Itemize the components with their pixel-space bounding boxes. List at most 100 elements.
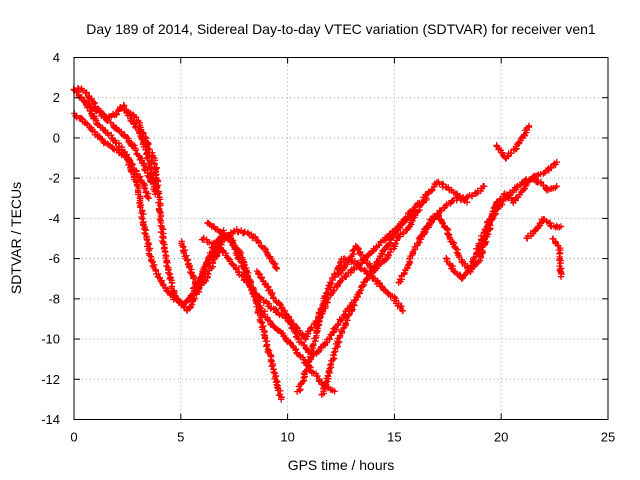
- data-point: [480, 183, 488, 190]
- data-point: [238, 273, 245, 280]
- series-track-19: [549, 235, 565, 280]
- data-point: [299, 331, 306, 338]
- data-point: [535, 223, 542, 230]
- data-point: [257, 295, 264, 302]
- data-point: [141, 229, 148, 237]
- data-point: [78, 115, 86, 122]
- data-point: [264, 348, 272, 356]
- data-point: [365, 250, 373, 258]
- data-point: [273, 265, 281, 272]
- series-track-17: [493, 122, 533, 162]
- y-tick-label: 2: [53, 90, 60, 105]
- data-point: [301, 371, 308, 378]
- data-point: [144, 236, 151, 244]
- series-track-6: [178, 226, 281, 296]
- data-point: [421, 194, 428, 201]
- data-point: [164, 259, 171, 267]
- data-point: [393, 227, 400, 235]
- data-point: [293, 388, 301, 395]
- data-point: [438, 180, 446, 187]
- data-point: [256, 294, 263, 301]
- data-point: [156, 202, 164, 209]
- x-tick-label: 10: [280, 430, 294, 445]
- data-point: [557, 259, 564, 267]
- data-point: [92, 106, 100, 114]
- data-point: [392, 240, 399, 247]
- data-point: [514, 182, 521, 190]
- plot-frame: [73, 57, 609, 420]
- data-point: [190, 275, 197, 282]
- chart-title: Day 189 of 2014, Sidereal Day-to-day VTE…: [86, 21, 596, 37]
- data-point: [144, 193, 151, 201]
- data-point: [316, 314, 323, 322]
- data-point: [350, 301, 357, 308]
- y-tick-label: -12: [41, 372, 60, 387]
- data-point: [195, 285, 202, 292]
- data-point: [331, 388, 338, 395]
- y-tick-label: 0: [53, 130, 60, 145]
- data-point: [557, 273, 565, 280]
- data-point: [521, 132, 529, 139]
- series-track-3: [74, 84, 155, 186]
- data-point: [303, 366, 311, 374]
- data-point: [272, 372, 280, 380]
- data-point: [144, 240, 152, 247]
- data-point: [151, 160, 158, 168]
- data-point: [314, 372, 321, 380]
- data-point: [553, 183, 560, 190]
- data-point: [330, 349, 338, 356]
- data-point: [317, 311, 325, 318]
- data-point: [375, 279, 383, 286]
- data-point: [183, 252, 190, 259]
- data-point: [258, 243, 265, 250]
- series-track-12: [335, 178, 488, 278]
- data-point: [158, 224, 166, 232]
- grid: [74, 57, 608, 420]
- data-point: [478, 244, 485, 251]
- data-point: [156, 208, 164, 216]
- x-tick-label: 5: [177, 430, 184, 445]
- data-point: [385, 240, 393, 248]
- data-point: [196, 274, 204, 282]
- x-axis-title: GPS time / hours: [288, 457, 395, 473]
- data-point: [171, 292, 179, 299]
- data-point: [411, 243, 418, 251]
- data-point: [450, 267, 457, 275]
- data-points: [70, 84, 565, 403]
- series-track-18: [523, 216, 565, 242]
- data-point: [334, 321, 341, 329]
- data-point: [152, 267, 159, 274]
- data-point: [112, 125, 119, 132]
- data-point: [273, 384, 281, 391]
- y-tick-label: -4: [48, 211, 60, 226]
- data-point: [329, 328, 337, 336]
- data-point: [490, 204, 497, 212]
- data-point: [85, 94, 92, 101]
- data-point: [336, 278, 344, 285]
- data-point: [283, 337, 290, 344]
- data-point: [205, 270, 212, 278]
- data-point: [132, 147, 139, 154]
- data-point: [223, 234, 231, 242]
- x-tick-label: 20: [494, 430, 508, 445]
- series-track-7: [204, 219, 338, 395]
- data-point: [396, 222, 404, 229]
- y-tick-label: -2: [48, 171, 60, 186]
- data-point: [463, 199, 471, 206]
- x-tick-label: 0: [70, 430, 77, 445]
- data-point: [458, 258, 466, 266]
- data-point: [336, 338, 343, 345]
- data-point: [277, 396, 285, 403]
- data-point: [417, 201, 425, 208]
- data-point: [143, 235, 150, 243]
- data-point: [145, 195, 152, 202]
- data-point: [246, 281, 253, 289]
- data-point: [218, 229, 225, 236]
- y-tick-label: -10: [41, 332, 60, 347]
- data-point: [355, 245, 362, 253]
- data-point: [325, 335, 333, 342]
- data-point: [358, 265, 365, 273]
- y-tick-label: -14: [41, 412, 60, 427]
- data-point: [345, 256, 353, 263]
- data-point: [399, 307, 407, 315]
